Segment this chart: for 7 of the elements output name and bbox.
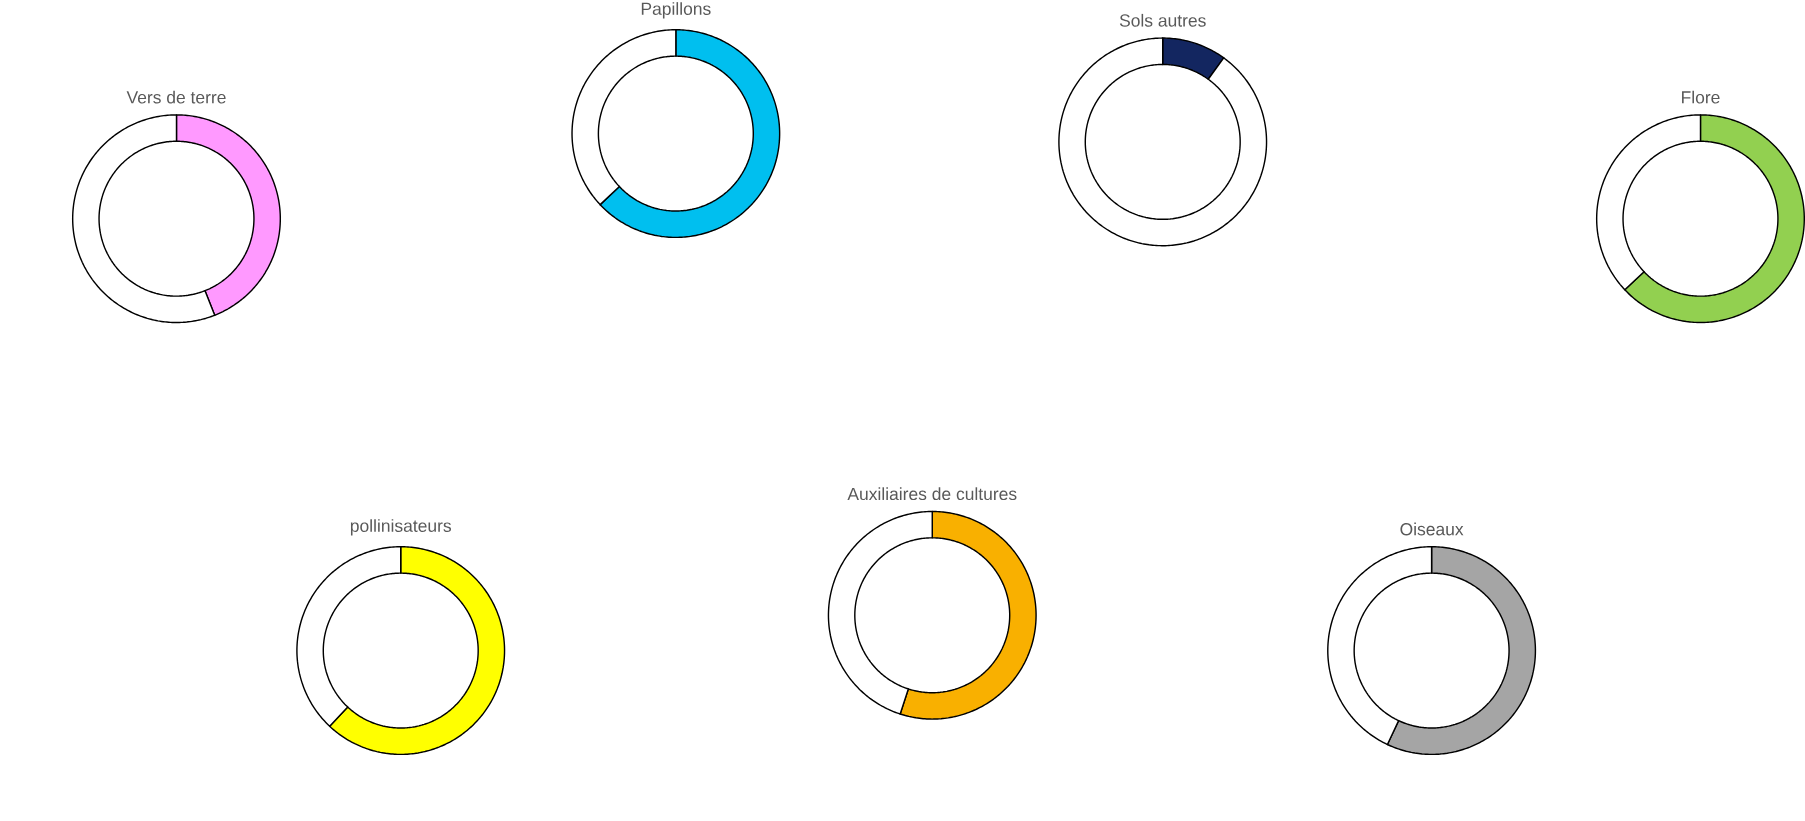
chart-title: Papillons: [641, 2, 711, 19]
chart-title: Auxiliaires de cultures: [847, 487, 1017, 501]
chart-title: Vers de terre: [126, 90, 226, 104]
chart-title: Sols autres: [1119, 13, 1206, 27]
chart-title: pollinisateurs: [350, 519, 452, 536]
chart-title: Oiseaux: [1400, 522, 1464, 536]
chart-title: Flore: [1682, 90, 1720, 104]
